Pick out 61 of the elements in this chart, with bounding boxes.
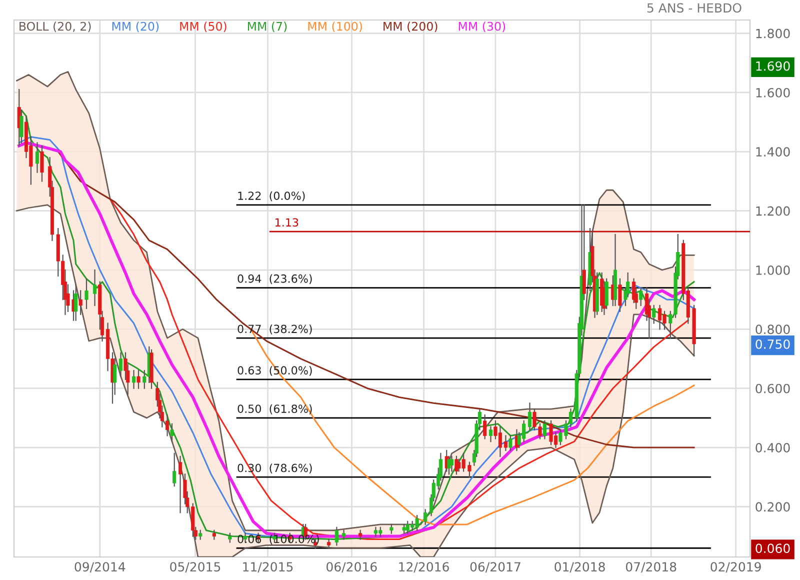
y-tick-label: 1.400 [756,147,790,157]
candlestick [618,278,622,312]
candlestick [542,420,547,440]
x-tick-label: 01/2018 [554,562,605,573]
x-tick-label: 02/2019 [710,562,761,573]
chart-subtitle: 5 ANS - HEBDO [647,3,742,13]
candlestick [488,426,493,442]
text: MM (200) [384,22,438,32]
y-tick-label: 0.200 [756,502,790,512]
text: BOLL (20, 2) [20,22,91,32]
y-tick-label: 1.690 [756,61,790,71]
x-tick-label: 07/2018 [626,562,676,573]
candlestick [35,142,40,173]
candlestick [118,352,123,378]
candlestick [74,284,78,321]
candlestick [342,530,346,540]
text: MM (20) [112,22,159,32]
y-tick-label: 0.060 [756,544,790,554]
x-tick-label: 05/2015 [170,562,220,573]
x-tick-label: 11/2015 [243,562,293,573]
candlestick [92,269,97,306]
text: MM (50) [180,22,226,32]
line-series [16,204,695,557]
candlestick [78,290,82,315]
candlestick [334,526,338,546]
candlestick [450,456,454,472]
candlestick [40,145,44,182]
candlestick [172,452,176,487]
ref-line-label: 1.13 [276,218,298,227]
candlestick [136,370,140,389]
candlestick [483,414,487,440]
y-tick-label: 1.600 [756,88,790,98]
candlestick [468,462,472,478]
candlestick [639,287,643,306]
candlestick [528,402,532,430]
candlestick [84,278,88,310]
candlestick [652,304,656,324]
y-tick-label: 0.600 [756,384,790,394]
y-tick-label: 1.800 [756,28,790,38]
text: MM (30) [458,22,506,32]
y-tick-label: 1.000 [756,265,790,275]
candlestick [178,456,182,514]
candlestick [454,456,458,475]
y-tick-label: 0.400 [756,443,790,452]
x-tick-label: 06/2016 [326,562,377,573]
x-tick-label: 12/2016 [399,562,449,573]
text: MM (7) [248,22,287,32]
text: MM (100) [308,22,362,32]
candlestick [132,370,136,389]
line-series [57,150,695,448]
candlestick [424,509,428,526]
ref-line-label: 0.94 (23.6%) [238,274,312,284]
y-tick-label: 0.800 [756,324,790,334]
y-tick-label: 0.750 [756,339,790,349]
candlestick [504,435,508,452]
candlestick [508,435,512,452]
x-tick-label: 06/2017 [470,562,520,573]
y-tick-label: 1.200 [756,206,790,216]
ref-line-label: 1.22 (0.0%) [238,191,305,202]
candlestick [170,423,174,442]
x-tick-label: 09/2014 [74,562,126,573]
